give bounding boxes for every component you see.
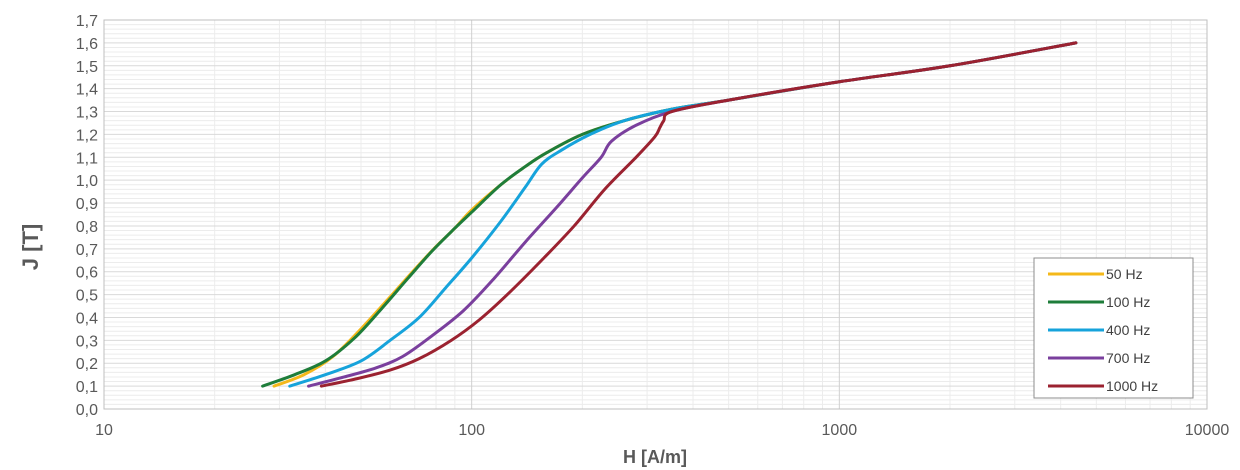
y-tick-label: 0,6 [76,265,98,282]
y-tick-label: 1,2 [76,127,98,144]
x-tick-labels: 10 100 1000 10000 [95,422,1229,439]
legend-label-700-hz: 700 Hz [1106,350,1150,366]
y-tick-label: 0,2 [76,356,98,373]
x-tick-label: 10 [95,422,113,439]
series-line-50-hz [272,41,1078,388]
y-tick-label: 0,8 [76,219,98,236]
y-tick-label: 1,5 [76,59,98,76]
series-line-700-hz [307,41,1078,388]
y-tick-label: 0,7 [76,242,98,259]
series-line-400-hz [288,41,1078,388]
legend-label-50-hz: 50 Hz [1106,266,1143,282]
x-tick-label: 10000 [1185,422,1230,439]
y-tick-label: 1,1 [76,150,98,167]
legend-label-1000-hz: 1000 Hz [1106,378,1158,394]
y-tick-labels: 0,0 0,1 0,2 0,3 0,4 0,5 0,6 0,7 0,8 0,9 1,0 1,1 1,2 1… [76,13,98,419]
legend-box [1033,257,1194,399]
plot-area-border [103,19,1208,410]
series-line-1000-hz [319,41,1078,388]
legend-label-100-hz: 100 Hz [1106,294,1150,310]
y-tick-label: 1,7 [76,13,98,30]
y-tick-label: 0,3 [76,333,98,350]
y-tick-label: 1,4 [76,82,98,99]
y-tick-label: 0,5 [76,288,98,305]
series-lines [261,41,1078,388]
y-axis-title: J [T] [18,224,43,270]
y-tick-label: 0,1 [76,379,98,396]
legend: 50 Hz 100 Hz 400 Hz 700 Hz 1000 Hz [1033,257,1194,399]
y-tick-label: 0,0 [76,402,98,419]
x-tick-label: 1000 [822,422,858,439]
series-line-100-hz [261,41,1078,388]
legend-label-400-hz: 400 Hz [1106,322,1150,338]
x-axis-title: H [A/m] [623,447,687,467]
y-tick-label: 1,6 [76,36,98,53]
x-tick-label: 100 [458,422,485,439]
y-tick-label: 1,0 [76,173,98,190]
y-tick-label: 0,4 [76,310,98,327]
y-tick-label: 0,9 [76,196,98,213]
y-tick-label: 1,3 [76,105,98,122]
